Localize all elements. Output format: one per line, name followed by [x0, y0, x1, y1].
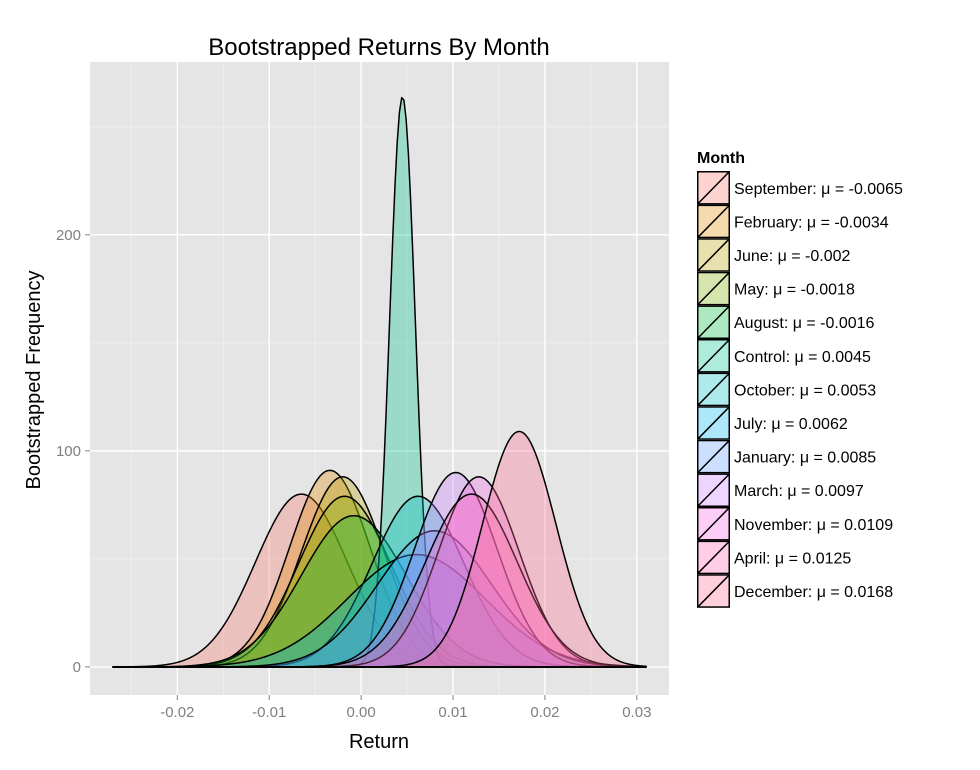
legend-label: January: μ = 0.0085: [734, 450, 876, 467]
chart-title: Bootstrapped Returns By Month: [208, 34, 550, 61]
legend-key-slash: [697, 440, 730, 473]
legend-label: April: μ = 0.0125: [734, 550, 851, 567]
legend-label: May: μ = -0.0018: [734, 282, 855, 299]
legend-key-slash: [697, 373, 730, 406]
legend-key-slash: [697, 238, 730, 272]
x-tick-label: 0.01: [438, 704, 467, 721]
legend-key-slash: [697, 272, 730, 305]
y-tick-label: 100: [56, 443, 81, 460]
legend-label: Control: μ = 0.0045: [734, 349, 871, 366]
legend-label: February: μ = -0.0034: [734, 214, 889, 231]
plot-area: [90, 62, 669, 695]
plot-background: [90, 62, 669, 695]
legend-label: July: μ = 0.0062: [734, 416, 848, 433]
grid-lines: [90, 62, 669, 695]
legend-key-slash: [697, 406, 730, 440]
y-axis-title: Bootstrapped Frequency: [23, 270, 45, 489]
legend-label: March: μ = 0.0097: [734, 483, 864, 500]
legend-key-slash: [697, 541, 730, 574]
x-tick-label: -0.02: [160, 704, 194, 721]
y-axis: 0 100 200: [56, 227, 90, 676]
legend-label: November: μ = 0.0109: [734, 517, 893, 534]
legend-label: September: μ = -0.0065: [734, 181, 903, 198]
x-axis: -0.02 -0.01 0.00 0.01 0.02 0.03: [160, 695, 651, 721]
y-tick-label: 200: [56, 227, 81, 244]
legend-item-may: May: μ = -0.0018: [697, 271, 855, 306]
x-tick-label: 0.00: [347, 704, 376, 721]
y-tick-label: 0: [73, 659, 81, 676]
legend-item-march: March: μ = 0.0097: [697, 473, 864, 507]
legend-item-october: October: μ = 0.0053: [697, 372, 876, 407]
legend-key-slash: [697, 305, 730, 339]
legend-label: October: μ = 0.0053: [734, 382, 876, 399]
x-tick-label: -0.01: [252, 704, 286, 721]
density-areas: [112, 96, 647, 668]
legend-key-slash: [697, 339, 730, 373]
legend-item-january: January: μ = 0.0085: [697, 439, 876, 474]
legend-item-control: Control: μ = 0.0045: [697, 339, 871, 373]
x-axis-title: Return: [349, 731, 409, 753]
legend-key-slash: [697, 507, 730, 541]
legend-item-november: November: μ = 0.0109: [697, 507, 893, 541]
legend-title: Month: [697, 150, 745, 167]
legend-item-july: July: μ = 0.0062: [697, 406, 848, 440]
legend-key-slash: [697, 574, 730, 608]
x-tick-label: 0.03: [622, 704, 651, 721]
legend-key-slash: [697, 171, 730, 205]
legend-item-february: February: μ = -0.0034: [697, 204, 889, 239]
legend-item-december: December: μ = 0.0168: [697, 574, 893, 608]
legend-item-june: June: μ = -0.002: [697, 238, 851, 272]
legend-label: August: μ = -0.0016: [734, 315, 875, 332]
legend-item-april: April: μ = 0.0125: [697, 540, 851, 575]
legend-item-august: August: μ = -0.0016: [697, 305, 875, 339]
density-december: [112, 430, 647, 668]
legend-key-slash: [697, 205, 730, 238]
legend-label: June: μ = -0.002: [734, 248, 851, 265]
legend-item-september: September: μ = -0.0065: [697, 171, 903, 205]
legend-key-slash: [697, 473, 730, 507]
legend-label: December: μ = 0.0168: [734, 584, 893, 601]
x-tick-label: 0.02: [530, 704, 559, 721]
legend: Month September: μ = -0.0065 February: μ …: [697, 150, 903, 608]
